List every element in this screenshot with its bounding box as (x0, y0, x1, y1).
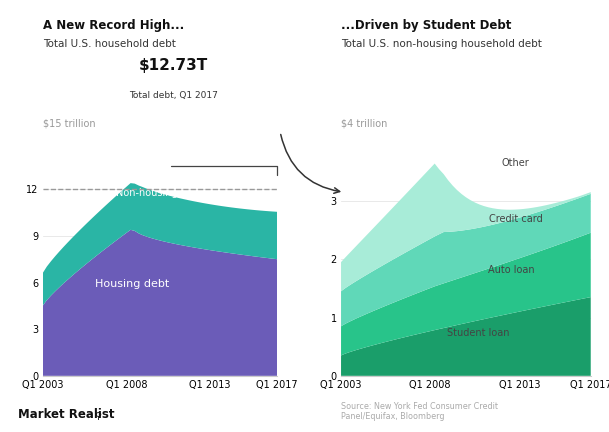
Text: Total U.S. household debt: Total U.S. household debt (43, 39, 175, 49)
Text: Auto loan: Auto loan (488, 265, 534, 275)
Text: $12.73T: $12.73T (139, 58, 208, 73)
Text: ...Driven by Student Debt: ...Driven by Student Debt (341, 19, 512, 32)
Text: Total U.S. non-housing household debt: Total U.S. non-housing household debt (341, 39, 542, 49)
Text: $15 trillion: $15 trillion (43, 118, 95, 129)
Text: Student loan: Student loan (447, 328, 510, 338)
Text: ⚲: ⚲ (94, 411, 102, 421)
Text: Non-housing debt: Non-housing debt (116, 188, 203, 198)
Text: Total debt, Q1 2017: Total debt, Q1 2017 (129, 91, 218, 100)
Text: Source: New York Fed Consumer Credit
Panel/Equifax, Bloomberg: Source: New York Fed Consumer Credit Pan… (341, 402, 498, 421)
Text: A New Record High...: A New Record High... (43, 19, 184, 32)
Text: Credit card: Credit card (489, 214, 543, 224)
Text: Other: Other (502, 158, 530, 168)
Text: $4 trillion: $4 trillion (341, 118, 387, 129)
Text: Housing debt: Housing debt (94, 279, 169, 289)
Text: Market Realist: Market Realist (18, 408, 114, 421)
